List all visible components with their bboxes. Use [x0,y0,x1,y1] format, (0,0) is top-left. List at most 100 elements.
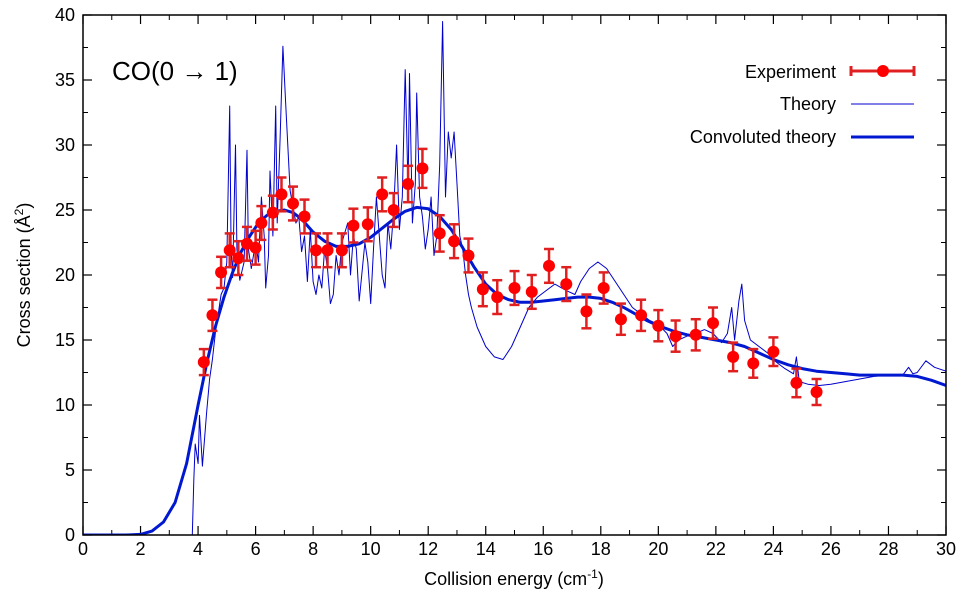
experiment-point [298,198,311,235]
experiment-marker [206,309,219,322]
experiment-marker [197,356,210,369]
theory-line [191,21,946,535]
y-tick-label: 10 [55,395,75,415]
experiment-marker [614,313,627,326]
experiment-marker [402,178,415,190]
x-tick-label: 20 [648,539,668,559]
experiment-marker [387,204,400,216]
experiment-marker [335,244,348,257]
experiment-marker [635,309,648,322]
x-tick-label: 14 [476,539,496,559]
y-tick-label: 5 [65,460,75,480]
legend-label-theory: Theory [780,94,836,114]
experiment-point [433,213,446,253]
experiment-point [335,232,348,269]
experiment-point [525,273,538,311]
x-tick-label: 12 [418,539,438,559]
experiment-point [376,176,389,213]
experiment-point [223,232,236,269]
x-tick-label: 28 [878,539,898,559]
experiment-marker [476,283,489,296]
experiment-point [508,269,521,307]
experiment-marker [298,210,311,223]
experiment-point [286,185,299,222]
y-tick-label: 15 [55,330,75,350]
experiment-marker [810,386,823,398]
experiment-marker [249,241,262,254]
experiment-marker [416,162,429,175]
experiment-point [491,278,504,316]
y-tick-label: 0 [65,525,75,545]
experiment-marker [580,305,593,318]
experiment-point [387,191,400,229]
y-tick-label: 35 [55,70,75,90]
experiment-marker [266,206,279,219]
experiment-point [560,265,573,303]
experiment-point [255,204,268,242]
chart-title: CO(0 → 1) [112,56,238,86]
tick-labels: 0 2 4 6 8 10 12 14 16 18 20 22 24 26 28 300510152025303… [55,5,956,559]
experiment-point [810,377,823,407]
x-tick-label: 24 [763,539,783,559]
experiment-point [747,347,760,379]
experiment-marker [255,217,268,229]
experiment-marker [361,218,374,231]
experiment-point [476,271,489,308]
experiment-point [652,308,665,343]
x-tick-label: 26 [821,539,841,559]
experiment-marker [376,188,389,201]
experiment-point [448,223,461,260]
experiment-point [232,239,245,277]
experiment-point [614,302,627,337]
experiment-marker [727,350,740,363]
experiment-marker [223,244,236,257]
experiment-marker [669,330,682,343]
experiment-point [402,164,415,204]
x-tick-label: 2 [136,539,146,559]
experiment-point [597,271,610,305]
legend: Experiment Theory Convoluted theory [690,62,916,147]
experiment-point [347,207,360,244]
experiment-marker [767,345,780,358]
experiment-marker [448,235,461,248]
experiment-marker [747,357,760,370]
x-tick-label: 4 [193,539,203,559]
experiment-marker [286,197,299,210]
convoluted-theory-line [83,205,946,535]
experiment-point [249,229,262,266]
experiment-marker [652,319,665,332]
experiment-point [727,341,740,373]
experiment-point [790,367,803,399]
experiment-point [689,317,702,352]
experiment-point [361,206,374,243]
experiment-marker [790,376,803,389]
experiment-marker [543,259,556,272]
experiment-point [580,293,593,330]
experiment-point [215,255,228,290]
legend-label-convoluted-theory: Convoluted theory [690,127,836,147]
experiment-marker [597,282,610,294]
legend-label-experiment: Experiment [745,62,836,82]
experiment-marker [215,266,228,279]
experiment-marker [275,188,288,201]
experiment-marker [508,282,521,294]
x-tick-label: 22 [706,539,726,559]
experiment-point [706,306,719,340]
y-axis-label: Cross section (Å2) [12,203,34,348]
experiment-point [416,147,429,190]
experiment-point [635,298,648,333]
experiment-marker [706,317,719,330]
experiment-point [462,237,475,274]
experiment-point [543,247,556,285]
x-tick-label: 0 [78,539,88,559]
experiment-point [321,232,334,269]
experiment-point [767,336,780,368]
plot-frame [82,14,947,536]
experiment-point [206,298,219,333]
x-tick-label: 30 [936,539,956,559]
x-tick-label: 10 [361,539,381,559]
x-axis-label: Collision energy (cm-1) [424,567,604,589]
experiment-marker [462,249,475,262]
